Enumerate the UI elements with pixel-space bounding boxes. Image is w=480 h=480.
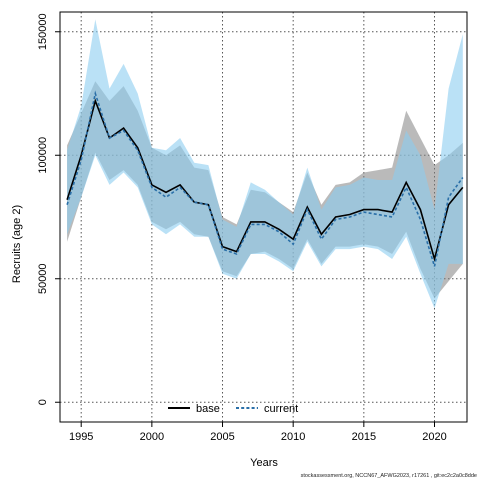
series-line-base: [66, 98, 464, 263]
x-tick-label: 2005: [210, 431, 234, 443]
band-current: [67, 19, 463, 309]
y-axis: 0 50000 100000 150000: [37, 13, 60, 405]
x-axis: 1995 2000 2005 2010 2015 2020: [69, 422, 447, 443]
y-tick-label: 0: [37, 399, 49, 405]
series-line-current: [66, 90, 464, 267]
source-footnote: stockassessment.org, NCCN67_AFWG2023, r1…: [301, 473, 477, 479]
x-tick-label: 2000: [140, 431, 164, 443]
x-tick-label: 2020: [422, 431, 446, 443]
y-tick-label: 50000: [37, 263, 49, 294]
x-tick-label: 2015: [352, 431, 376, 443]
series-lines: [66, 90, 464, 267]
legend-label-current: current: [264, 403, 298, 415]
legend: base current: [168, 403, 298, 415]
confidence-bands: [67, 19, 463, 309]
y-tick-label: 150000: [37, 13, 49, 50]
x-tick-label: 1995: [69, 431, 93, 443]
y-axis-label: Recruits (age 2): [11, 205, 23, 283]
x-axis-label: Years: [250, 457, 278, 469]
legend-label-base: base: [196, 403, 220, 415]
x-tick-label: 2010: [281, 431, 305, 443]
plot-frame: [59, 11, 468, 423]
y-tick-label: 100000: [37, 137, 49, 174]
